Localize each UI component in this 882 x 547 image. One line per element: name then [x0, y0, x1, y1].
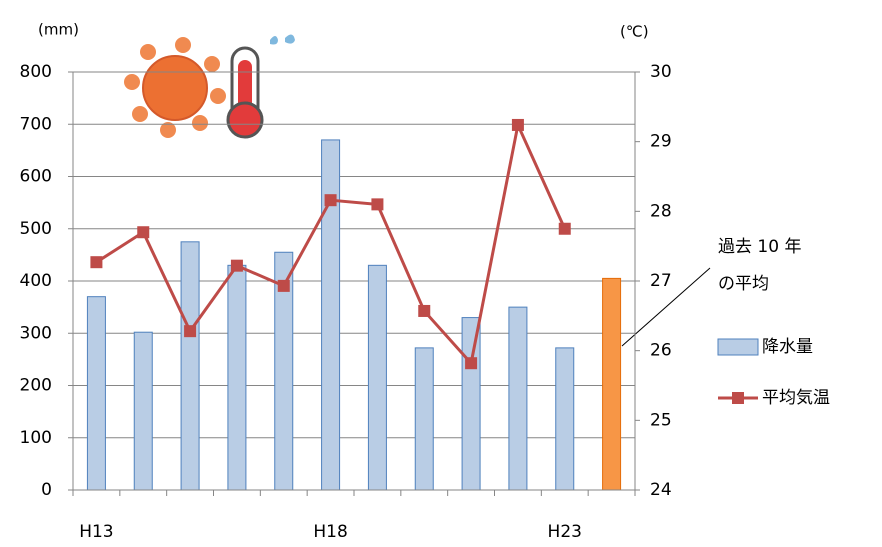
bar	[227, 264, 247, 491]
thermometer-icon	[226, 34, 295, 139]
y-tick-label: 500	[20, 219, 52, 239]
annotation-line: 過去 10 年	[718, 237, 801, 257]
x-tick-label: H23	[548, 522, 582, 542]
line-marker	[465, 357, 478, 370]
line-marker	[371, 198, 384, 211]
bar	[133, 331, 153, 491]
line-marker	[418, 304, 431, 317]
line-marker	[558, 222, 571, 235]
line-marker	[511, 118, 524, 131]
legend-swatch	[717, 338, 759, 356]
y2-tick-label: 27	[650, 271, 672, 291]
bar	[602, 277, 622, 491]
bar	[508, 306, 528, 491]
bar	[86, 296, 106, 491]
legend-label: 平均気温	[762, 388, 830, 408]
y-tick-label: 400	[20, 271, 52, 291]
bar	[367, 264, 387, 491]
y-tick-label: 100	[20, 428, 52, 448]
line-marker	[184, 325, 197, 338]
y2-tick-label: 28	[650, 201, 672, 221]
bar	[321, 139, 341, 491]
legend-swatch	[732, 392, 744, 404]
bar	[555, 347, 575, 491]
line-marker	[230, 259, 243, 272]
y2-axis-label: (℃)	[620, 23, 649, 41]
bar	[414, 347, 434, 491]
y2-tick-label: 25	[650, 410, 672, 430]
y2-tick-label: 30	[650, 62, 672, 82]
y-tick-label: 0	[41, 480, 52, 500]
y-tick-label: 700	[20, 114, 52, 134]
y-tick-label: 600	[20, 167, 52, 187]
y-axis-label: (mm)	[38, 21, 79, 39]
annotation-pointer	[621, 267, 711, 347]
sun-icon	[124, 37, 226, 138]
bar	[180, 241, 200, 491]
line-marker	[277, 279, 290, 292]
y2-tick-label: 26	[650, 341, 672, 361]
x-tick-label: H18	[313, 522, 347, 542]
x-tick-label: H13	[79, 522, 113, 542]
line-marker	[324, 194, 337, 207]
y-tick-label: 300	[20, 323, 52, 343]
annotation-line: の平均	[718, 274, 769, 294]
annotation: 過去 10 年 の平均	[621, 237, 801, 347]
line-marker	[137, 226, 150, 239]
legend-label: 降水量	[762, 337, 813, 357]
y2-tick-label: 24	[650, 480, 672, 500]
bar	[461, 317, 481, 491]
y-tick-label: 800	[20, 62, 52, 82]
y2-tick-label: 29	[650, 132, 672, 152]
y-tick-label: 200	[20, 376, 52, 396]
line-marker	[90, 256, 103, 269]
